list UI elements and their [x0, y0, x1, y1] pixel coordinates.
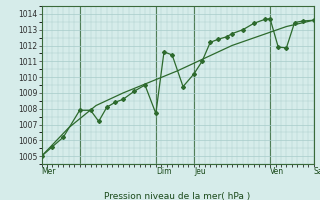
Text: Ven: Ven	[270, 167, 284, 176]
Text: Pression niveau de la mer( hPa ): Pression niveau de la mer( hPa )	[104, 192, 251, 200]
Text: Sam: Sam	[314, 167, 320, 176]
Text: Jeu: Jeu	[194, 167, 206, 176]
Text: Dim: Dim	[156, 167, 171, 176]
Text: Mer: Mer	[42, 167, 56, 176]
